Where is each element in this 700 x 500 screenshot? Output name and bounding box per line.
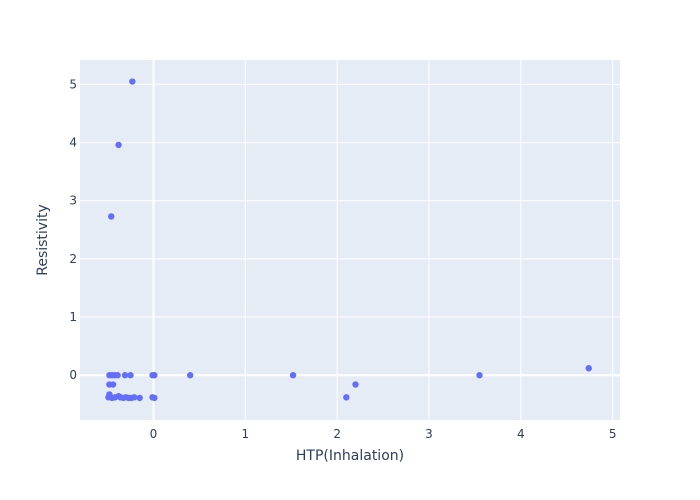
x-tick-label: 3 — [425, 427, 433, 441]
data-point — [121, 372, 129, 379]
data-point — [114, 372, 121, 379]
y-tick-label: 3 — [69, 194, 77, 208]
y-axis-title: Resistivity — [35, 204, 51, 276]
data-point — [585, 365, 592, 372]
data-point — [130, 394, 138, 401]
y-tick-label: 5 — [69, 77, 77, 91]
data-point — [115, 141, 122, 149]
y-axis-ticks: 0 1 2 3 4 5 — [69, 77, 77, 382]
data-point — [127, 372, 134, 379]
data-point — [108, 213, 115, 220]
data-point — [352, 381, 359, 388]
data-point — [343, 394, 350, 401]
data-point — [151, 394, 158, 402]
data-point — [289, 372, 297, 379]
y-tick-label: 0 — [69, 368, 77, 382]
data-point — [476, 372, 483, 379]
x-tick-label: 5 — [609, 427, 617, 441]
data-point — [136, 394, 143, 402]
x-axis-ticks: 0 1 2 3 4 5 — [150, 427, 617, 441]
data-point — [151, 372, 158, 379]
x-tick-label: 2 — [333, 427, 341, 441]
data-point — [129, 78, 136, 85]
y-tick-label: 4 — [69, 136, 77, 150]
data-point — [187, 372, 194, 379]
x-axis-title: HTP(Inhalation) — [296, 448, 404, 464]
y-tick-label: 1 — [69, 310, 77, 324]
data-point — [109, 381, 117, 388]
y-tick-label: 2 — [69, 252, 77, 266]
x-tick-label: 4 — [517, 427, 525, 441]
plot-area — [80, 60, 620, 420]
data-points — [105, 78, 592, 402]
x-tick-label: 1 — [241, 427, 249, 441]
grid-lines — [80, 60, 620, 420]
x-tick-label: 0 — [150, 427, 158, 441]
zero-lines — [80, 60, 620, 420]
